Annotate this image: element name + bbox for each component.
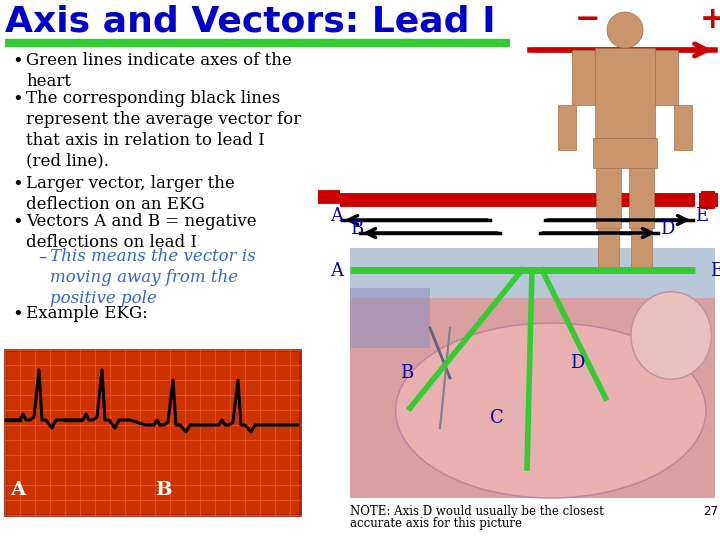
Text: This means the vector is
moving away from the
positive pole: This means the vector is moving away fro…	[50, 248, 256, 307]
Bar	[595, 48, 655, 138]
Bar	[596, 168, 621, 228]
Text: Vectors A and B = negative
deflections on lead I: Vectors A and B = negative deflections o…	[26, 213, 256, 251]
Bar	[350, 248, 715, 298]
Bar	[572, 50, 595, 105]
Text: •: •	[12, 305, 23, 323]
Text: 27: 27	[703, 505, 718, 518]
Text: B: B	[350, 220, 364, 238]
Text: B: B	[155, 481, 171, 499]
Text: •: •	[12, 213, 23, 231]
Text: •: •	[12, 90, 23, 108]
Text: A: A	[10, 481, 25, 499]
Text: accurate axis for this picture: accurate axis for this picture	[350, 517, 522, 530]
Text: D: D	[660, 220, 675, 238]
Text: E: E	[695, 207, 708, 225]
Text: A: A	[330, 207, 343, 225]
Text: Larger vector, larger the
deflection on an EKG: Larger vector, larger the deflection on …	[26, 175, 235, 213]
Text: E: E	[710, 262, 720, 280]
Text: •: •	[12, 52, 23, 70]
Text: D: D	[570, 354, 585, 372]
Bar	[631, 228, 652, 273]
Bar	[558, 105, 576, 150]
Ellipse shape	[631, 292, 711, 379]
Ellipse shape	[395, 323, 706, 498]
Text: NOTE: Axis D would usually be the closest: NOTE: Axis D would usually be the closes…	[350, 505, 604, 518]
Text: +: +	[700, 5, 720, 34]
Bar	[593, 138, 657, 168]
Text: −: −	[575, 5, 600, 34]
Circle shape	[607, 12, 643, 48]
Bar	[350, 248, 715, 498]
Text: B: B	[400, 364, 413, 382]
Bar	[5, 350, 300, 515]
Text: •: •	[12, 175, 23, 193]
Text: –: –	[38, 248, 46, 266]
Text: Example EKG:: Example EKG:	[26, 305, 148, 322]
Text: A: A	[330, 262, 343, 280]
Text: The corresponding black lines
represent the average vector for
that axis in rela: The corresponding black lines represent …	[26, 90, 301, 170]
Bar	[598, 228, 619, 273]
Text: Axis and Vectors: Lead I: Axis and Vectors: Lead I	[5, 5, 495, 39]
Text: Green lines indicate axes of the
heart: Green lines indicate axes of the heart	[26, 52, 292, 90]
Bar	[674, 105, 692, 150]
Text: C: C	[490, 409, 504, 427]
Bar	[629, 168, 654, 228]
Bar	[350, 288, 430, 348]
Bar	[655, 50, 678, 105]
